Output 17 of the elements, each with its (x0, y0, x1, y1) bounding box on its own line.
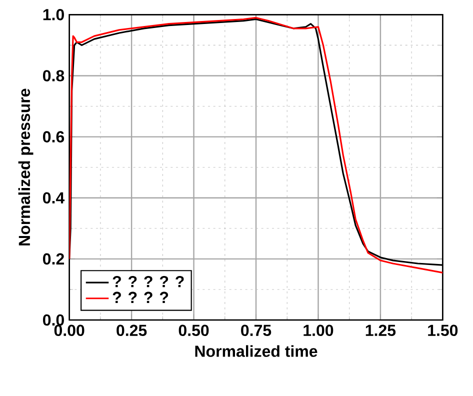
x-axis-title: Normalized time (195, 345, 318, 357)
y-tick-label: 0.2 (43, 253, 64, 265)
legend-label: ? ? ? ? (112, 292, 168, 303)
y-tick-label: 1.0 (43, 9, 64, 20)
y-axis-title: Normalized pressure (18, 88, 34, 246)
x-tick-label: 1.50 (428, 324, 458, 336)
y-tick-label: 0.6 (43, 131, 64, 142)
x-tick-label: 0.75 (241, 324, 272, 336)
y-tick-label: 0.4 (43, 192, 65, 204)
legend-label: ? ? ? ? ? (112, 276, 184, 288)
x-tick-label: 0.50 (178, 324, 209, 336)
y-tick-label: 0.8 (43, 70, 64, 82)
y-tick-label: 0.0 (43, 314, 64, 326)
x-tick-label: 1.25 (366, 324, 396, 336)
x-tick-label: 0.25 (116, 324, 147, 336)
x-tick-label: 1.00 (304, 324, 334, 336)
x-tick-label: 0.00 (54, 324, 84, 336)
